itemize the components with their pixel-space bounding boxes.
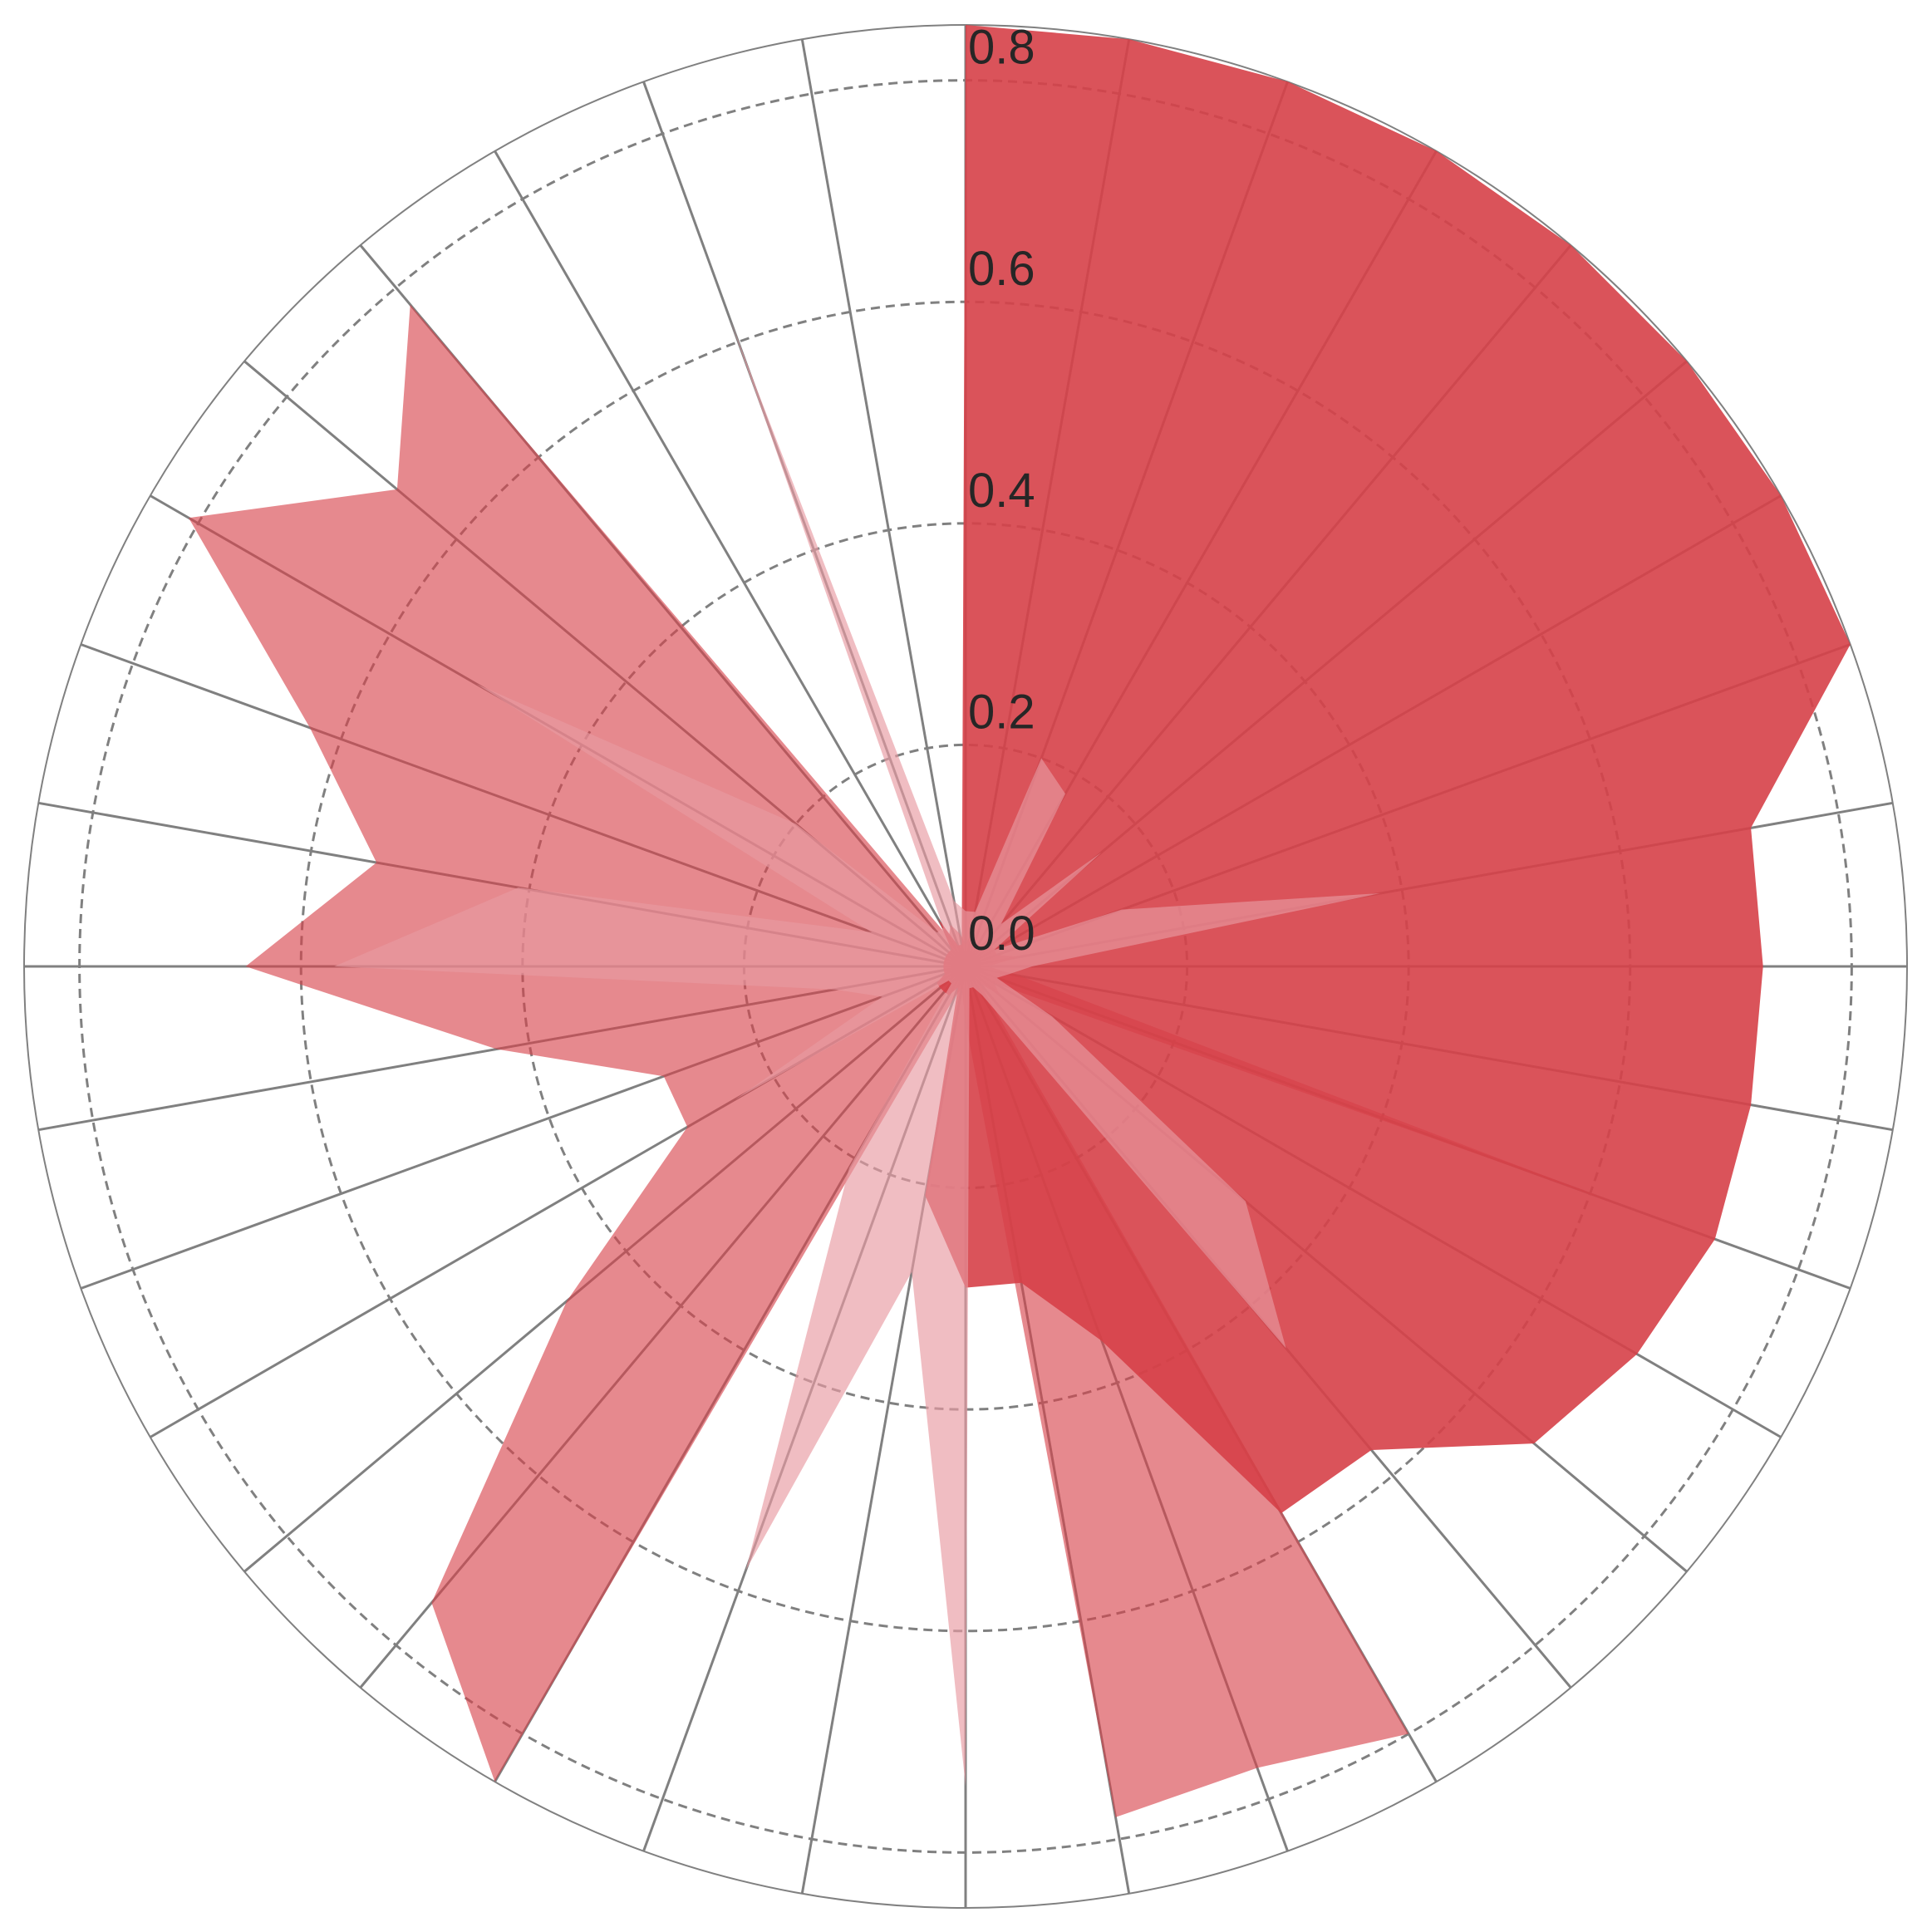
- data-point: [1128, 39, 1129, 40]
- data-point: [1051, 1016, 1052, 1017]
- data-point: [431, 1602, 432, 1603]
- spoke-line: [800, 38, 967, 967]
- data-point: [496, 1049, 497, 1050]
- data-point: [1762, 966, 1763, 967]
- data-point: [1436, 150, 1437, 151]
- tick-label-layer: 0.0 0.2 0.4 0.6 0.8: [968, 21, 1035, 961]
- r-tick-label: 0.0: [968, 907, 1035, 961]
- data-point: [1032, 966, 1033, 967]
- spoke-line: [494, 150, 967, 967]
- data-point: [1379, 893, 1380, 894]
- data-point: [567, 1300, 568, 1301]
- data-point: [1850, 644, 1851, 645]
- data-point: [943, 927, 944, 928]
- data-point: [476, 684, 477, 685]
- r-tick-label: 0.4: [968, 464, 1035, 518]
- data-point: [1781, 495, 1782, 496]
- data-point: [663, 1076, 664, 1077]
- data-point: [834, 989, 835, 990]
- data-point: [1287, 81, 1288, 82]
- series-group: [189, 304, 1622, 1817]
- data-point: [745, 1570, 746, 1571]
- data-point: [1009, 974, 1010, 975]
- data-point: [334, 966, 335, 967]
- data-point: [1257, 1767, 1258, 1768]
- data-point: [518, 887, 519, 888]
- data-point: [1121, 909, 1122, 910]
- r-tick-label: 0.6: [968, 242, 1035, 296]
- series-layer: [189, 25, 1851, 1817]
- data-point: [937, 918, 938, 919]
- data-point: [687, 1127, 688, 1128]
- data-point: [1621, 1205, 1622, 1206]
- data-point: [954, 901, 955, 902]
- data-point: [1751, 1104, 1752, 1105]
- data-point: [1101, 852, 1102, 853]
- data-point: [969, 988, 970, 989]
- data-point: [973, 987, 974, 988]
- data-point: [1115, 1816, 1116, 1817]
- series-area: [189, 304, 1622, 1817]
- data-point: [1408, 1733, 1409, 1734]
- data-point: [245, 966, 246, 967]
- r-tick-label: 0.2: [968, 685, 1035, 739]
- data-point: [872, 932, 873, 933]
- data-point: [795, 823, 796, 824]
- data-point: [1534, 1443, 1535, 1444]
- data-point: [735, 1099, 736, 1100]
- data-point: [1371, 1450, 1372, 1451]
- data-point: [996, 977, 997, 978]
- data-point: [1714, 1239, 1715, 1240]
- data-point: [309, 727, 310, 728]
- r-tick-label: 0.8: [968, 21, 1035, 75]
- data-point: [730, 321, 731, 322]
- data-point: [1041, 758, 1042, 759]
